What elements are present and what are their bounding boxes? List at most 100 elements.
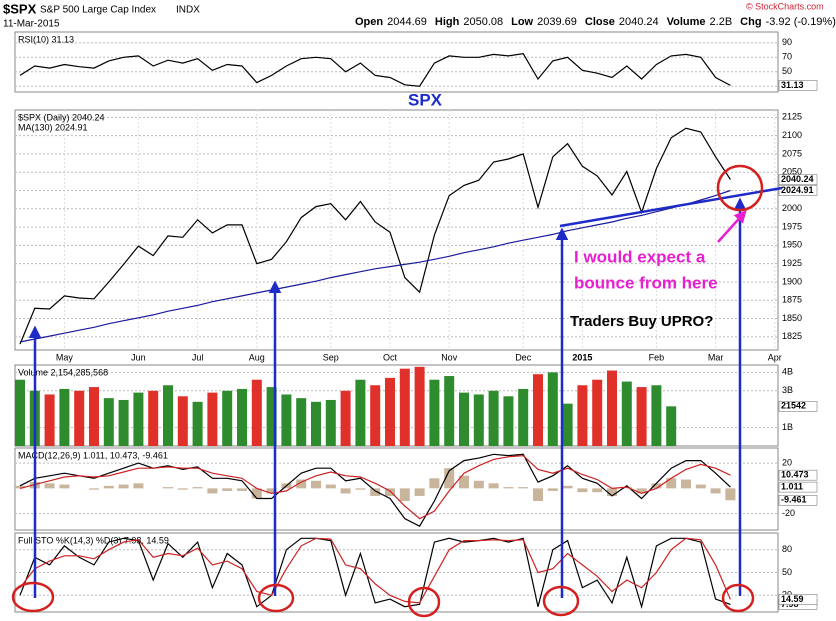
bar <box>473 394 484 446</box>
bar <box>607 370 617 446</box>
value-badge <box>778 594 818 605</box>
bar <box>385 488 395 496</box>
bar <box>681 479 691 489</box>
bar <box>459 392 469 446</box>
x-tick-label: Sep <box>323 352 339 362</box>
x-tick-label: Nov <box>441 352 458 362</box>
bar <box>237 488 247 491</box>
y-tick-label: 90 <box>782 37 792 47</box>
quote-value: 2044.69 <box>387 16 427 28</box>
chart-title: SPX <box>408 90 443 109</box>
quote-value: 2050.08 <box>463 16 503 28</box>
quote-label: Low <box>511 16 533 28</box>
y-tick-label: 70 <box>782 52 792 62</box>
annotation-shapes <box>11 164 783 618</box>
arrow <box>717 210 747 243</box>
bar <box>340 390 351 446</box>
bar <box>222 488 233 491</box>
bar <box>296 479 307 489</box>
bar <box>533 374 543 446</box>
bar <box>237 388 247 446</box>
quote-label: High <box>435 16 460 28</box>
date: 11-Mar-2015 <box>3 19 60 30</box>
bar <box>429 478 440 489</box>
series-line <box>19 127 731 345</box>
bar <box>592 488 603 493</box>
highlight-circle <box>721 583 755 613</box>
y-tick-label: -20 <box>782 508 795 518</box>
legend: Full STO %K(14,3) %D(3) 7.98, 14.59 <box>18 535 169 545</box>
bar <box>44 394 55 446</box>
value-badge <box>778 185 818 196</box>
highlight-circle <box>11 581 55 613</box>
value-badge-label: 10.473 <box>781 470 809 480</box>
y-tick-label: 1B <box>782 422 793 432</box>
legend: $SPX (Daily) 2040.24 <box>18 112 105 122</box>
bar <box>266 488 277 494</box>
bar <box>547 372 558 446</box>
quote-value: 2039.69 <box>537 16 577 28</box>
value-badge-label: 2040.24 <box>781 174 814 184</box>
panel <box>14 109 779 351</box>
y-tick-label: 3B <box>782 385 793 395</box>
bar <box>666 478 677 489</box>
symbol: $SPX <box>3 1 37 16</box>
bar <box>251 379 262 446</box>
bar <box>325 399 336 446</box>
quote-label: Chg <box>740 16 761 28</box>
bar <box>281 394 292 446</box>
bar <box>89 387 99 446</box>
legend: MACD(12,26,9) 1.011, 10.473, -9.461 <box>18 450 168 460</box>
bar <box>636 387 647 446</box>
quote-value: 2040.24 <box>619 16 659 28</box>
bar <box>429 379 440 446</box>
y-tick-label: 80 <box>782 544 792 554</box>
series-line <box>19 454 731 520</box>
bar <box>533 488 543 501</box>
bar <box>103 398 114 446</box>
annotation: bounce from here <box>574 273 718 292</box>
value-badge-label: -9.461 <box>781 495 807 505</box>
bar <box>547 488 558 491</box>
value-badge-label: 31.13 <box>781 80 804 90</box>
bar <box>89 488 99 490</box>
bar <box>177 488 188 490</box>
legend: Volume 2,154,285,568 <box>18 367 108 377</box>
series-line <box>19 453 731 527</box>
x-tick-label: Dec <box>515 352 532 362</box>
y-tick-label: 1950 <box>782 240 802 250</box>
bar <box>133 483 144 489</box>
bar <box>370 488 381 496</box>
y-tick-label: 1975 <box>782 221 802 231</box>
bar <box>251 488 262 499</box>
bar <box>399 368 410 446</box>
bar <box>266 387 277 446</box>
value-badge-label: 2024.91 <box>781 185 814 195</box>
x-tick-label: Oct <box>383 352 398 362</box>
trend-line <box>559 186 783 228</box>
highlight-circle <box>542 585 580 617</box>
quote-label: Volume <box>667 16 706 28</box>
bar <box>385 377 395 446</box>
bar <box>163 385 173 446</box>
bar <box>311 480 321 489</box>
y-tick-label: 2000 <box>782 203 802 213</box>
quote: Open 2044.69 High 2050.08 Low 2039.69 Close 204… <box>355 16 836 28</box>
bar <box>503 487 514 489</box>
y-tick-label: 2125 <box>782 112 802 122</box>
bar <box>59 388 70 446</box>
bar <box>118 484 129 489</box>
value-badge <box>778 495 818 506</box>
y-tick-label: 2050 <box>782 167 802 177</box>
bar <box>177 396 188 446</box>
bar <box>444 468 455 489</box>
highlight-circle <box>716 164 764 212</box>
value-badge <box>778 401 818 412</box>
y-tick-label: 1875 <box>782 295 802 305</box>
y-tick-label: 1825 <box>782 331 802 341</box>
panel <box>14 31 779 93</box>
highlight-circle <box>257 583 295 613</box>
bar <box>207 488 218 494</box>
y-tick-label: 50 <box>782 66 792 76</box>
